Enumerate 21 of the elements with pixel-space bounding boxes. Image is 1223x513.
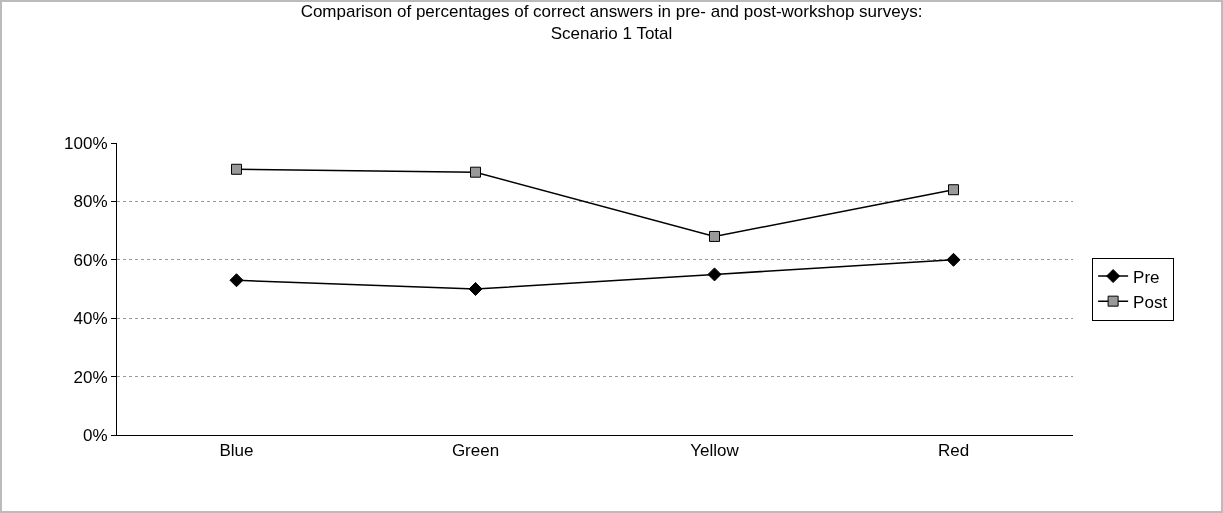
chart-title: Comparison of percentages of correct answers in pre- and post-workshop surveys: Scenario 1 Total — [300, 2, 923, 44]
y-tick-label: 0% — [83, 425, 108, 445]
y-tick-label: 20% — [73, 367, 108, 387]
legend-label: Pre — [1133, 267, 1160, 287]
x-tick-label: Red — [937, 441, 970, 461]
point — [231, 163, 242, 175]
point — [470, 166, 481, 178]
x-tick-label: Yellow — [690, 441, 740, 461]
legend-label: Post — [1133, 292, 1168, 312]
y-tick-label: 40% — [73, 309, 108, 329]
y-tick-label: 60% — [73, 250, 108, 270]
y-tick-label: 100% — [64, 133, 108, 153]
y-tick-label: 80% — [73, 192, 108, 212]
point — [948, 184, 959, 196]
x-tick-label: Green — [451, 441, 500, 461]
point — [468, 282, 483, 296]
point — [707, 267, 722, 282]
point — [229, 273, 244, 288]
point — [946, 252, 961, 267]
point — [709, 230, 720, 242]
x-tick-label: Blue — [219, 441, 254, 461]
